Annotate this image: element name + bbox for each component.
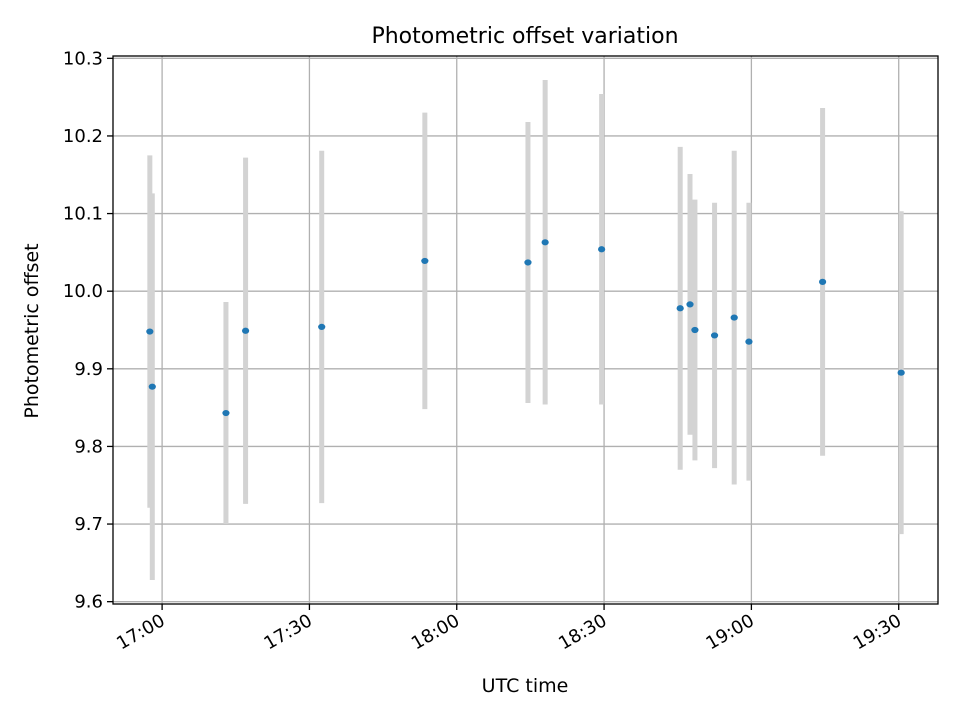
plot-frame <box>112 55 939 605</box>
data-point <box>148 383 156 390</box>
x-axis-label: UTC time <box>482 675 569 697</box>
y-tick-label: 9.6 <box>74 592 103 613</box>
data-point <box>318 323 326 330</box>
y-tick-label: 9.8 <box>74 436 103 457</box>
y-axis: 9.6 9.7 9.8 9.9 10.0 10.1 10.2 10.3 <box>63 48 113 613</box>
data-point <box>676 305 684 312</box>
data-point <box>686 301 694 308</box>
data-point <box>421 257 429 265</box>
data-point <box>730 314 738 321</box>
data-point <box>691 326 699 334</box>
chart-title: Photometric offset variation <box>371 24 678 49</box>
y-tick-label: 9.9 <box>74 359 103 380</box>
data-points <box>146 239 905 417</box>
y-tick-label: 10.1 <box>63 204 103 225</box>
data-point <box>146 328 154 335</box>
data-point <box>598 246 606 253</box>
y-tick-label: 9.7 <box>74 514 103 535</box>
y-axis-label: Photometric offset <box>21 243 43 418</box>
y-tick-label: 10.3 <box>63 48 103 69</box>
data-point <box>897 369 905 376</box>
y-tick-label: 10.0 <box>63 281 103 302</box>
data-point <box>710 332 719 339</box>
y-tick-label: 10.2 <box>63 126 103 147</box>
data-point <box>745 338 753 345</box>
data-point <box>818 278 827 285</box>
data-point <box>524 259 532 266</box>
data-point <box>541 239 549 246</box>
data-point <box>222 409 230 417</box>
data-point <box>241 327 250 334</box>
